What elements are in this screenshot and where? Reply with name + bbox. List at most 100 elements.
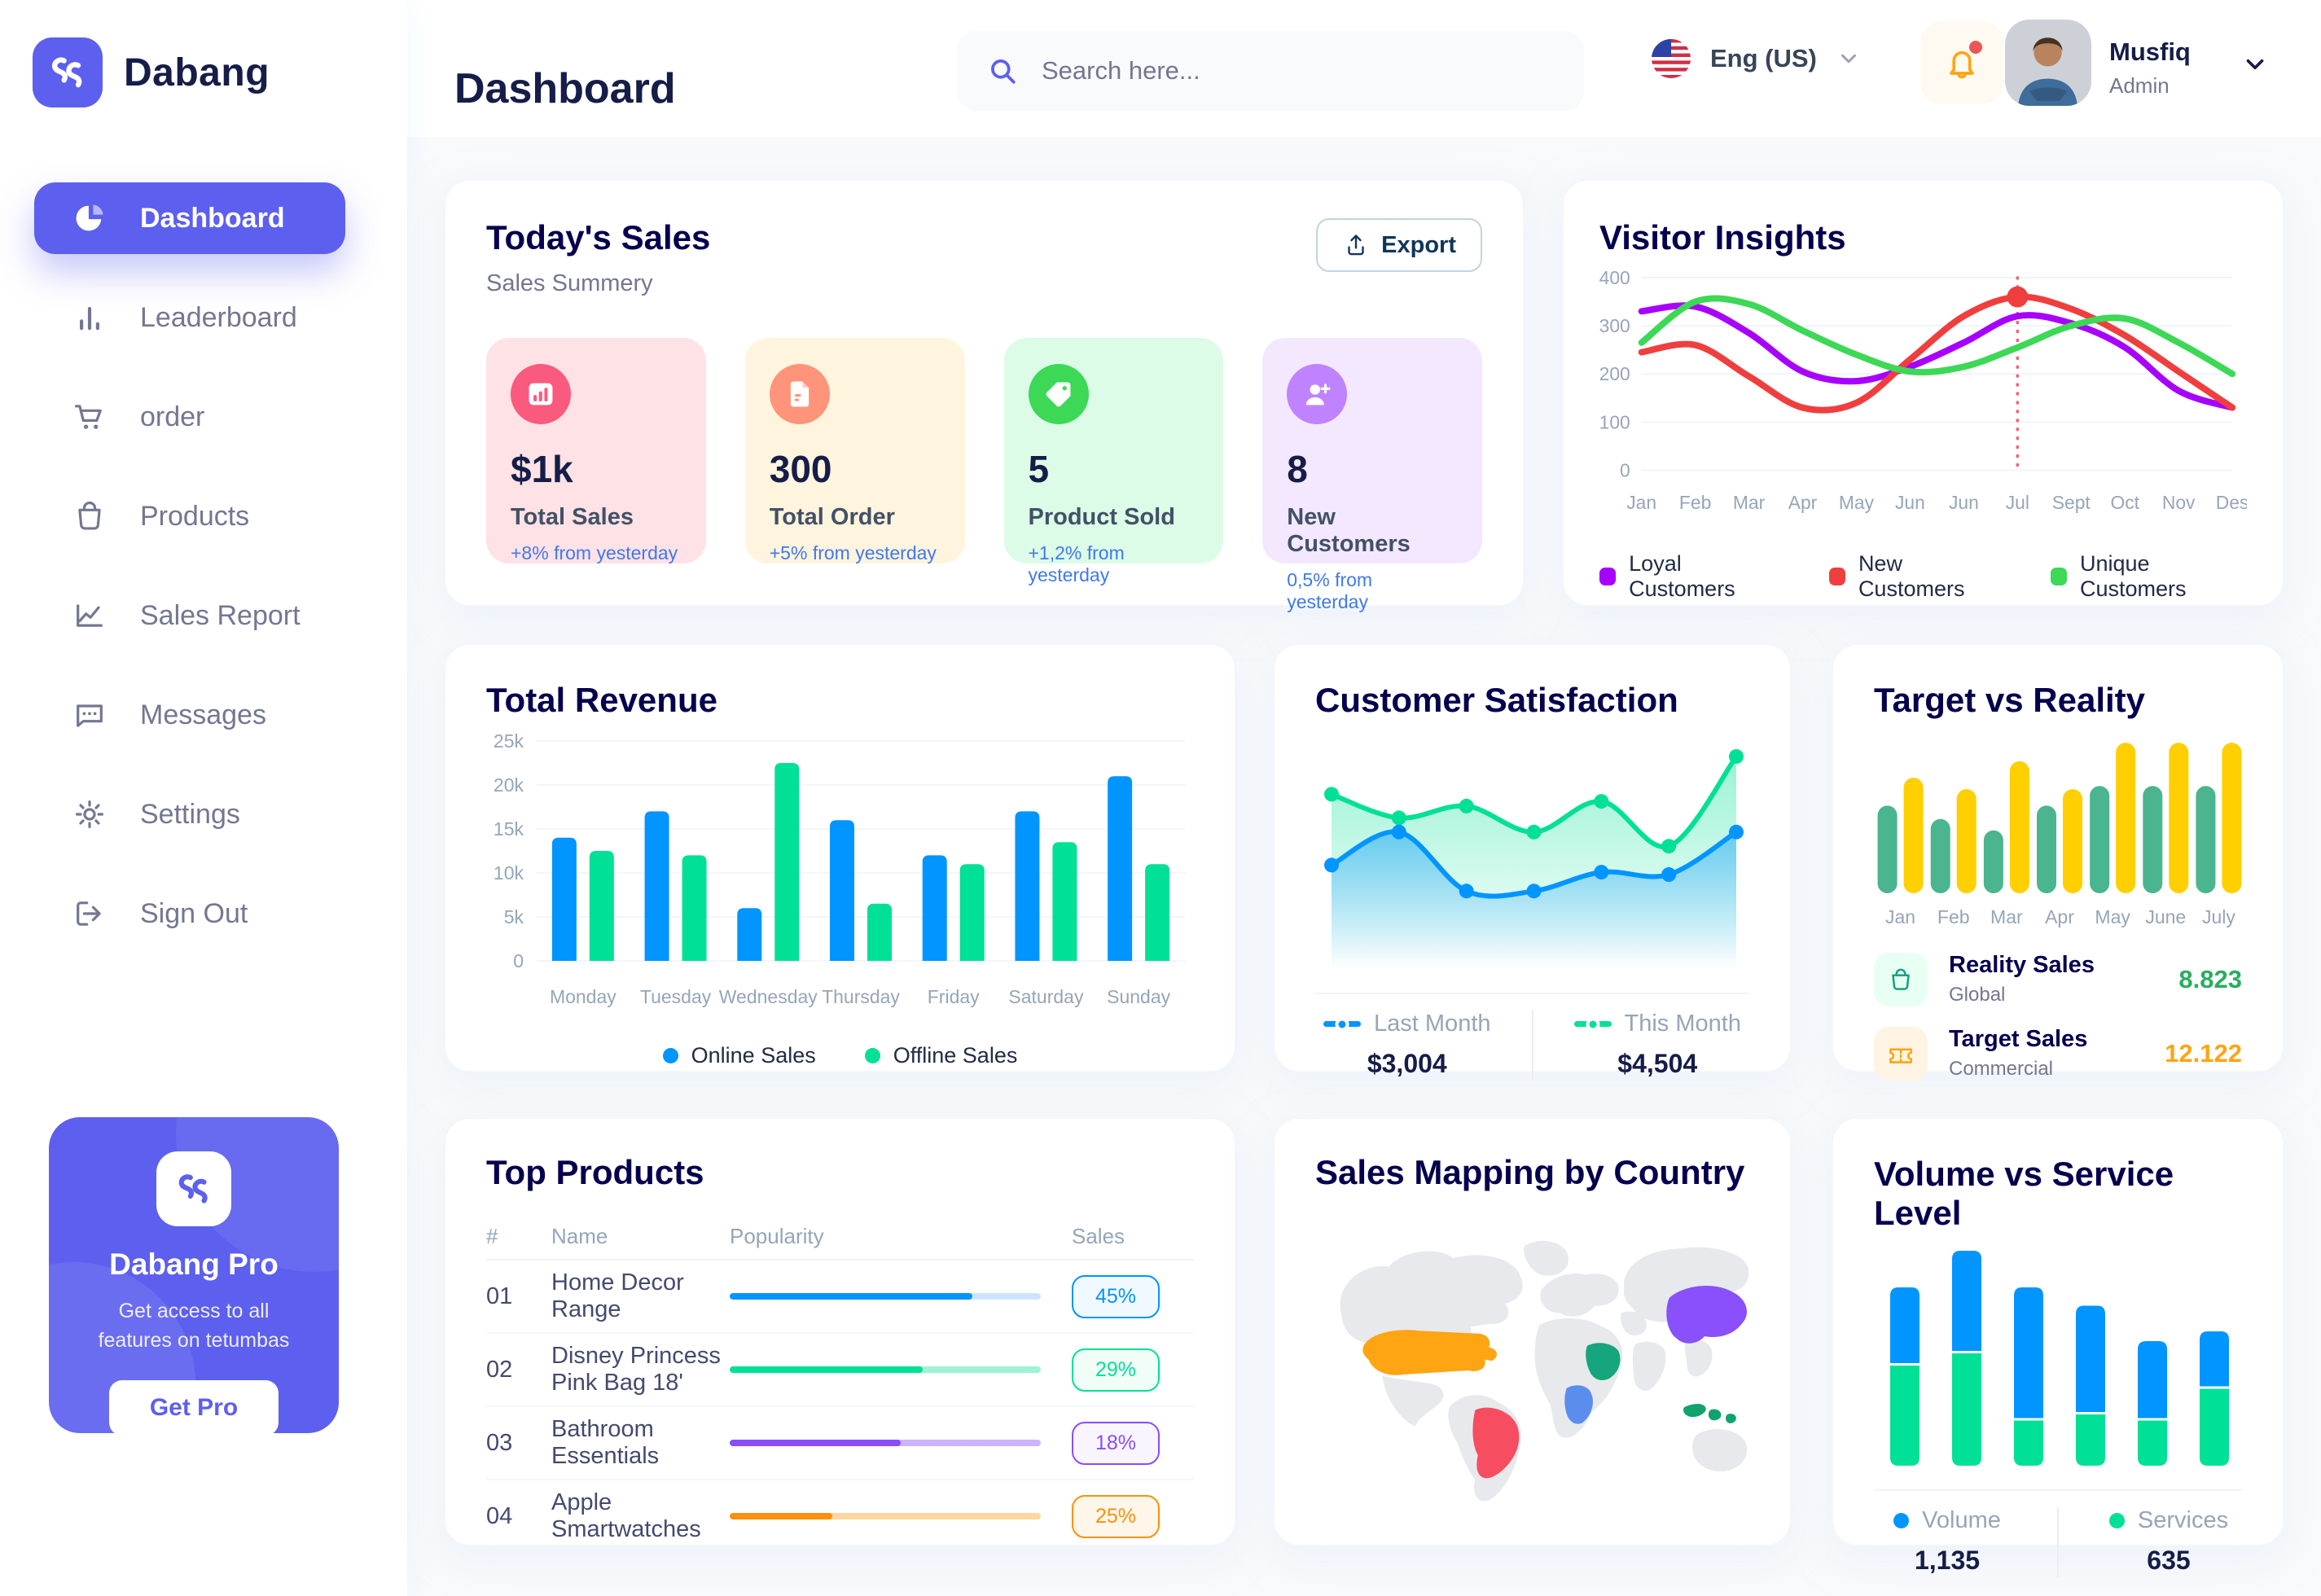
svg-text:0: 0 bbox=[513, 950, 524, 971]
sales-badge: 45% bbox=[1072, 1274, 1160, 1318]
volume-legend: Volume 1,135 Services 635 bbox=[1874, 1507, 2242, 1577]
svg-text:Feb: Feb bbox=[1937, 906, 1970, 927]
legend-divider bbox=[1531, 1011, 1533, 1081]
stat-label: New Customers bbox=[1287, 504, 1411, 557]
visitor-insights-chart: 400 300 200 100 0 Jan Feb Mar Apr May Jun Jun Jul Sep… bbox=[1599, 267, 2249, 513]
legend-label: Volume bbox=[1922, 1507, 2001, 1533]
stat-delta: +8% from yesterday bbox=[511, 542, 678, 563]
legend-item: Services 635 bbox=[2099, 1507, 2238, 1576]
stat-delta: +5% from yesterday bbox=[769, 542, 937, 563]
svg-text:Jun: Jun bbox=[1895, 492, 1925, 513]
legend-label: Online Sales bbox=[691, 1043, 816, 1068]
legend-value: 8.823 bbox=[2178, 964, 2242, 993]
stat-label: Total Sales bbox=[511, 504, 634, 530]
sidebar-item-sales-report[interactable]: Sales Report bbox=[34, 580, 345, 651]
svg-text:Saturday: Saturday bbox=[1008, 986, 1084, 1007]
legend-subtitle: Commercial bbox=[1949, 1058, 2054, 1080]
sidebar-item-label: Products bbox=[140, 500, 250, 532]
legend-swatch bbox=[1599, 568, 1617, 585]
table-row: 04 Apple Smartwatches 25% bbox=[486, 1480, 1194, 1552]
promo-logo-icon bbox=[156, 1151, 231, 1226]
svg-text:Wednesday: Wednesday bbox=[719, 986, 818, 1007]
svg-text:Apr: Apr bbox=[2045, 906, 2074, 927]
signout-icon bbox=[72, 896, 107, 932]
card-total-revenue: Total Revenue 0 5k 10k 15k 20k 25k Monday Tuesd… bbox=[444, 643, 1236, 1072]
sidebar-item-messages[interactable]: Messages bbox=[34, 679, 345, 751]
popularity-track bbox=[730, 1513, 1041, 1519]
brand-name: Dabang bbox=[124, 50, 270, 94]
svg-text:25k: 25k bbox=[494, 730, 524, 752]
legend-label: Offline Sales bbox=[893, 1043, 1018, 1068]
satisfaction-legend: Last Month $3,004 This Month $4,504 bbox=[1315, 1011, 1749, 1081]
svg-text:20k: 20k bbox=[494, 774, 524, 796]
volume-service-title: Volume vs Service Level bbox=[1874, 1155, 2174, 1232]
svg-text:Thursday: Thursday bbox=[822, 986, 900, 1007]
legend-item: Online Sales bbox=[662, 1043, 816, 1068]
tag-icon bbox=[1028, 364, 1089, 424]
legend-item: Last Month $3,004 bbox=[1323, 1011, 1491, 1079]
legend-marker bbox=[1573, 1017, 1612, 1031]
legend-label: Loyal Customers bbox=[1629, 551, 1735, 601]
popularity-cell bbox=[730, 1440, 1072, 1446]
legend-value: 12.122 bbox=[2165, 1038, 2242, 1068]
card-volume-service: Volume vs Service Level Volume 1,135 Servi… bbox=[1832, 1117, 2284, 1577]
map-indonesia bbox=[1683, 1404, 1736, 1423]
sidebar-item-dashboard[interactable]: Dashboard bbox=[34, 182, 345, 254]
brand: Dabang bbox=[33, 37, 270, 107]
get-pro-button[interactable]: Get Pro bbox=[109, 1379, 279, 1433]
visitor-insights-title: Visitor Insights bbox=[1599, 218, 1846, 256]
stat-card: 8 New Customers 0,5% from yesterday bbox=[1262, 338, 1482, 612]
svg-text:Sunday: Sunday bbox=[1107, 986, 1171, 1007]
search-input[interactable] bbox=[1040, 55, 1556, 86]
legend-item: Unique Customers bbox=[2050, 551, 2247, 602]
sidebar-item-sign-out[interactable]: Sign Out bbox=[34, 878, 345, 949]
notifications-button[interactable] bbox=[1920, 21, 2003, 104]
user-menu[interactable]: Musfiq Admin bbox=[2109, 37, 2191, 99]
card-top-products: Top Products # Name Popularity Sales 01 Home … bbox=[444, 1117, 1236, 1546]
sidebar-item-label: Settings bbox=[140, 798, 240, 830]
stat-card: $1k Total Sales +8% from yesterday bbox=[486, 338, 706, 563]
top-products-table: # Name Popularity Sales 01 Home Decor Range 45… bbox=[486, 1213, 1194, 1552]
target-vs-reality-chart: Jan Feb Mar Apr May June July bbox=[1877, 743, 2242, 927]
sidebar-item-leaderboard[interactable]: Leaderboard bbox=[34, 282, 345, 353]
legend-item: New Customers bbox=[1828, 551, 2002, 602]
promo-description: Get access to all features on tetumbas bbox=[98, 1300, 290, 1353]
legend-label: Last Month bbox=[1374, 1011, 1491, 1037]
world-map bbox=[1315, 1207, 1749, 1512]
sidebar-item-settings[interactable]: Settings bbox=[34, 778, 345, 850]
svg-text:Jan: Jan bbox=[1885, 906, 1915, 927]
sidebar-menu: Dashboard Leaderboard order Products Sales R… bbox=[34, 182, 345, 949]
sidebar-item-label: Messages bbox=[140, 699, 266, 730]
legend-value: $4,504 bbox=[1617, 1049, 1698, 1078]
product-name: Disney Princess Pink Bag 18' bbox=[551, 1343, 721, 1396]
svg-text:Nov: Nov bbox=[2162, 492, 2196, 513]
bar-stats-icon bbox=[511, 364, 571, 424]
avatar[interactable] bbox=[2005, 20, 2091, 106]
product-name: Home Decor Range bbox=[551, 1269, 684, 1322]
sales-badge: 25% bbox=[1072, 1494, 1160, 1538]
svg-text:Des: Des bbox=[2216, 492, 2247, 513]
sidebar-item-order[interactable]: order bbox=[34, 381, 345, 453]
volume-service-chart bbox=[1890, 1251, 2229, 1466]
sidebar-item-label: order bbox=[140, 401, 205, 432]
total-revenue-chart: 0 5k 10k 15k 20k 25k Monday Tuesday Wednesday Thu… bbox=[494, 730, 1185, 1007]
svg-text:Mar: Mar bbox=[1990, 906, 2023, 927]
message-icon bbox=[72, 697, 107, 733]
file-icon bbox=[769, 364, 830, 424]
legend-title: Reality Sales bbox=[1949, 952, 2095, 978]
cart-icon bbox=[72, 399, 107, 435]
table-row: 01 Home Decor Range 45% bbox=[486, 1261, 1194, 1334]
legend-label: New Customers bbox=[1858, 551, 1965, 601]
export-button[interactable]: Export bbox=[1316, 218, 1482, 272]
language-selector[interactable]: Eng (US) bbox=[1652, 39, 1861, 78]
sidebar-item-label: Sales Report bbox=[140, 599, 301, 631]
popularity-fill bbox=[730, 1293, 972, 1300]
search-icon bbox=[991, 59, 1016, 84]
promo-title: Dabang Pro bbox=[109, 1247, 279, 1281]
sidebar-item-products[interactable]: Products bbox=[34, 480, 345, 552]
user-chevron-down-icon[interactable] bbox=[2241, 50, 2269, 78]
legend-title: Target Sales bbox=[1949, 1026, 2088, 1052]
column-header: Name bbox=[551, 1223, 608, 1248]
svg-text:Feb: Feb bbox=[1679, 492, 1711, 513]
